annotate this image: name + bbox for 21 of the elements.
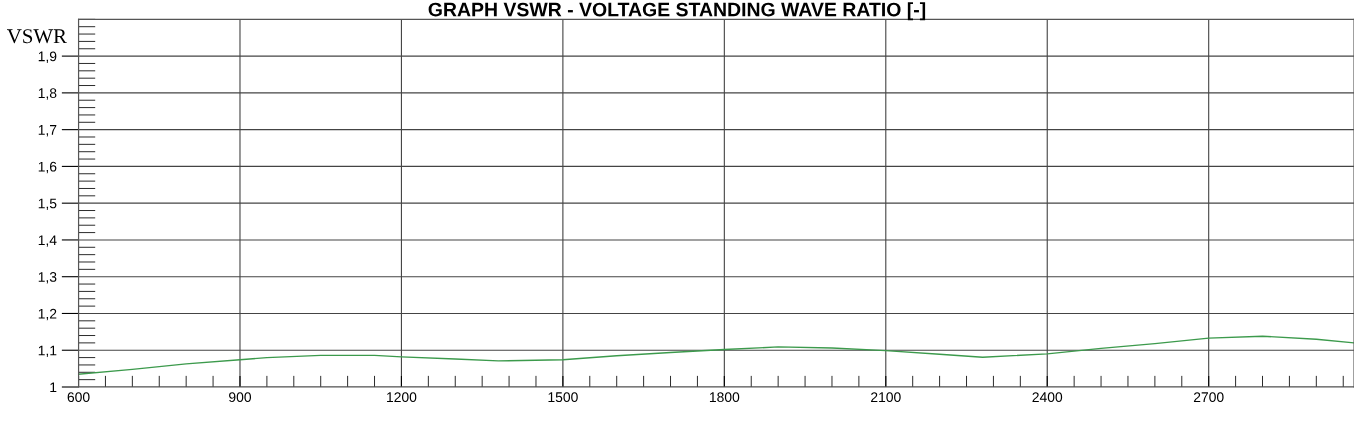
y-tick-label: 1,2 bbox=[38, 308, 57, 321]
y-tick-label: 1 bbox=[50, 382, 57, 393]
x-tick-label: 1800 bbox=[709, 392, 740, 403]
x-tick-label: 1200 bbox=[387, 392, 417, 403]
line-series bbox=[78, 335, 1354, 375]
x-tick-label: 2700 bbox=[1193, 392, 1224, 403]
x-tick-label: 2100 bbox=[871, 392, 901, 403]
y-tick-label: 1,9 bbox=[38, 51, 57, 63]
chart-title: GRAPH VSWR - VOLTAGE STANDING WAVE RATIO [-] bbox=[428, 2, 926, 21]
x-tick-label: 900 bbox=[229, 392, 252, 403]
x-tick-label: 2400 bbox=[1032, 392, 1063, 403]
y-tick-label: 1,3 bbox=[38, 272, 57, 284]
y-tick-label: 1,1 bbox=[38, 345, 57, 358]
y-tick-label: 1,7 bbox=[38, 125, 57, 137]
y-tick-label: 1,4 bbox=[38, 235, 57, 247]
x-tick-label: 1500 bbox=[548, 392, 578, 403]
y-tick-label: 1,8 bbox=[38, 88, 57, 100]
x-tick-label: 600 bbox=[67, 392, 90, 403]
y-axis-title: VSWR bbox=[7, 29, 67, 44]
y-tick-label: 1,5 bbox=[38, 198, 57, 210]
y-tick-label: 1,6 bbox=[38, 161, 57, 174]
